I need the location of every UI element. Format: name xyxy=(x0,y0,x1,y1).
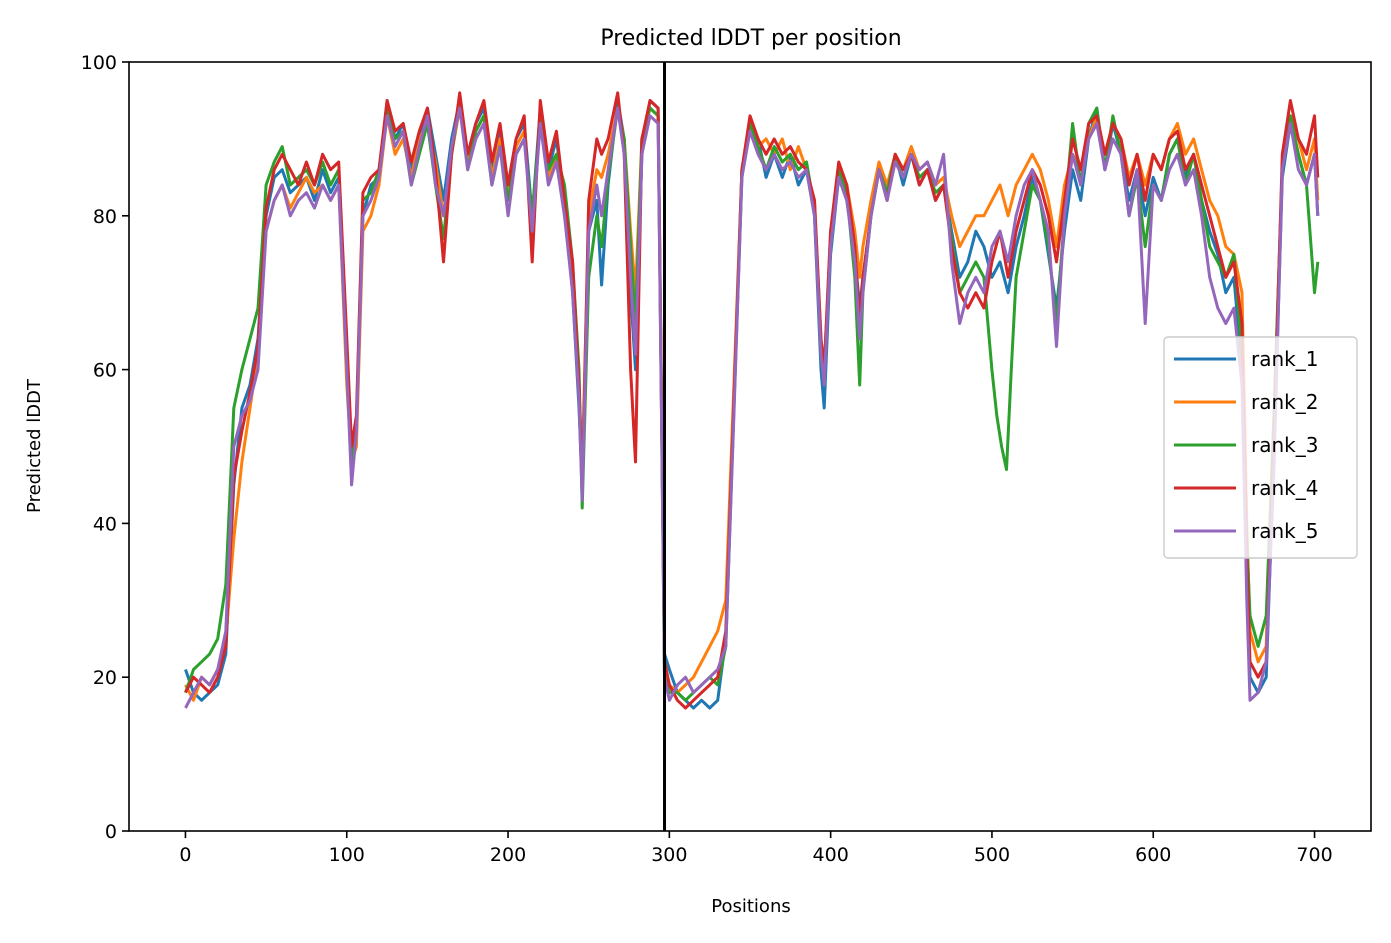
x-tick-label: 700 xyxy=(1296,844,1332,866)
series-line-rank-4 xyxy=(184,91,1320,710)
chart-title: Predicted lDDT per position xyxy=(600,26,901,51)
axes: 0 100 200 300 400 500 600 700 0 20 40 60 80 100 xyxy=(81,52,1372,866)
series-group xyxy=(184,91,1320,710)
y-tick-label: 60 xyxy=(93,360,117,382)
legend-box xyxy=(1163,336,1358,559)
plot-frame xyxy=(128,61,1372,832)
legend-label: rank_1 xyxy=(1251,347,1318,371)
x-axis-label: Positions xyxy=(711,896,790,917)
x-tick-label: 200 xyxy=(490,844,526,866)
series-line-rank-5 xyxy=(184,106,1320,709)
legend-label: rank_2 xyxy=(1251,390,1318,414)
x-tick-label: 400 xyxy=(813,844,849,866)
y-tick-label: 80 xyxy=(93,206,117,228)
y-tick-label: 0 xyxy=(105,821,117,843)
x-tick-label: 100 xyxy=(329,844,365,866)
legend-label: rank_3 xyxy=(1251,433,1318,457)
x-tick-label: 600 xyxy=(1135,844,1171,866)
legend-label: rank_4 xyxy=(1251,476,1318,500)
y-axis-label: Predicted lDDT xyxy=(24,378,45,513)
plot-area xyxy=(184,62,1320,831)
y-tick-label: 20 xyxy=(93,667,117,689)
y-tick-label: 100 xyxy=(81,52,117,74)
legend-label: rank_5 xyxy=(1251,519,1318,543)
x-tick-label: 0 xyxy=(179,844,191,866)
x-tick-label: 300 xyxy=(651,844,687,866)
legend: rank_1 rank_2 rank_3 rank_4 rank_5 xyxy=(1163,336,1358,559)
x-tick-label: 500 xyxy=(974,844,1010,866)
y-tick-label: 40 xyxy=(93,513,117,535)
